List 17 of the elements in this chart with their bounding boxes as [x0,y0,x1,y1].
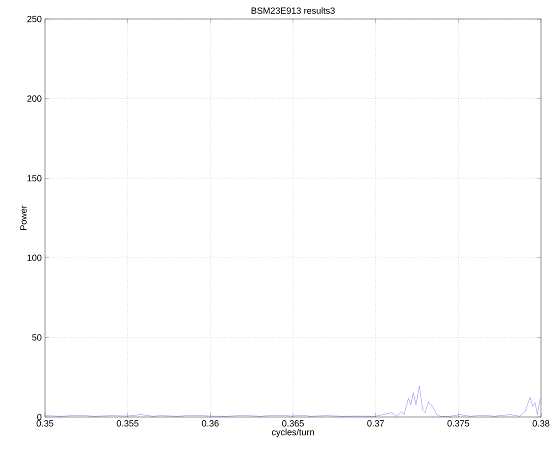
x-tick-label: 0.38 [532,420,550,427]
y-tick-label: 100 [28,254,42,261]
y-tick-label: 50 [32,334,42,341]
y-tick-label: 250 [27,16,42,22]
x-axis-title: cycles/turn [272,428,314,438]
x-tick-label: 0.375 [447,420,470,427]
x-tick-label: 0.35 [36,420,54,427]
chart-title: BSM23E913 results3 [252,7,335,14]
line-series [45,386,542,416]
y-tick-label: 0 [37,414,42,420]
y-tick-label: 200 [27,95,42,102]
y-axis-title: Power [20,205,27,230]
x-tick-label: 0.36 [202,420,219,427]
x-tick-label: 0.365 [282,420,304,427]
x-tick-label: 0.355 [116,420,139,427]
y-tick-label: 150 [28,175,42,182]
x-tick-label: 0.37 [367,420,384,427]
